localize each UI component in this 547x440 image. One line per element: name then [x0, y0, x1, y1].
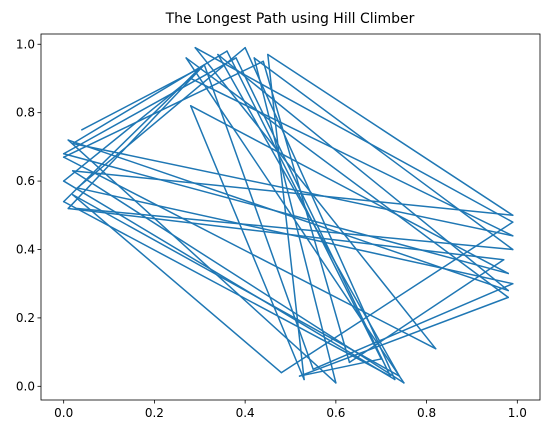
- x-tick-label: 0.2: [145, 406, 164, 420]
- path-segment: [62, 156, 437, 350]
- path-segment: [189, 105, 509, 275]
- path-segment: [348, 259, 505, 364]
- path-segment: [253, 57, 514, 251]
- path-segment: [62, 60, 265, 158]
- y-axis-ticks: 0.0 0.2 0.4 0.6 0.8 1.0: [16, 37, 41, 393]
- path-segment: [253, 57, 337, 384]
- x-tick-label: 0.6: [326, 406, 345, 420]
- path-segment: [72, 50, 228, 145]
- path-segment: [189, 105, 305, 381]
- path-segment: [217, 53, 509, 292]
- x-tick-label: 0.0: [54, 406, 73, 420]
- path-segment: [72, 194, 283, 374]
- x-tick-label: 1.0: [508, 406, 527, 420]
- y-tick-label: 1.0: [16, 37, 35, 51]
- path-segment: [72, 170, 514, 217]
- path-segment: [185, 57, 509, 299]
- path-segment: [67, 139, 337, 384]
- path-segment: [72, 194, 401, 377]
- plot-frame: [40, 33, 541, 401]
- chart-title: The Longest Path using Hill Climber: [165, 11, 415, 27]
- path-segment: [76, 46, 246, 189]
- y-tick-label: 0.0: [16, 379, 35, 393]
- path-segment: [267, 53, 514, 217]
- path-segment: [76, 207, 514, 251]
- x-tick-label: 0.8: [417, 406, 436, 420]
- path-segment: [280, 221, 514, 374]
- path-segment: [72, 142, 514, 237]
- y-tick-label: 0.2: [16, 311, 35, 325]
- path-segment: [194, 46, 514, 223]
- path-series: [62, 46, 514, 384]
- path-segment: [217, 53, 401, 377]
- path-segment: [312, 282, 514, 370]
- path-segment: [67, 64, 206, 210]
- y-tick-label: 0.8: [16, 106, 35, 120]
- path-segment: [67, 139, 509, 292]
- path-segment: [62, 200, 392, 377]
- y-tick-label: 0.6: [16, 174, 35, 188]
- path-segment: [298, 358, 382, 377]
- path-segment: [67, 207, 505, 261]
- x-axis-ticks: 0.0 0.2 0.4 0.6 0.8 1.0: [54, 400, 527, 420]
- path-segment: [62, 77, 192, 182]
- path-segment: [298, 296, 509, 377]
- y-tick-label: 0.4: [16, 242, 35, 256]
- path-segment: [62, 57, 237, 155]
- x-tick-label: 0.4: [236, 406, 255, 420]
